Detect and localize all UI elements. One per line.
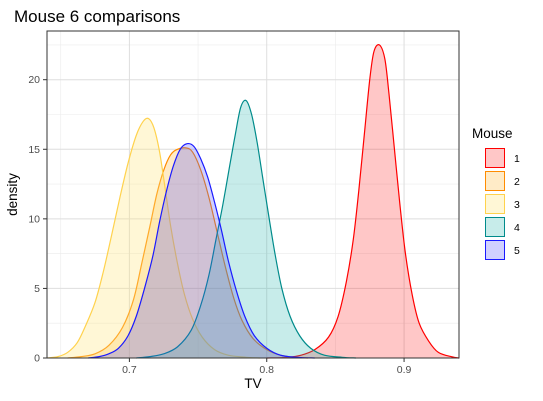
density-line-mouse-5	[88, 142, 315, 359]
legend-item-3: 3	[485, 194, 520, 214]
x-tick-label: 0.7	[122, 364, 137, 376]
density-line-mouse-2	[67, 147, 308, 359]
density-area-mouse-3	[47, 118, 260, 359]
series-layer	[46, 44, 460, 359]
y-tick-label: 5	[34, 283, 40, 295]
legend-key-swatch	[485, 240, 505, 260]
density-line-mouse-1	[266, 44, 460, 359]
series-mouse-3	[46, 117, 260, 359]
legend-key-swatch	[485, 217, 505, 237]
density-area-mouse-2	[67, 147, 308, 358]
x-axis: 0.7 0.8 0.9	[122, 358, 412, 376]
legend-label: 2	[514, 176, 520, 188]
legend-key-background	[485, 217, 505, 237]
legend-key-background	[485, 171, 505, 191]
legend-label: 1	[514, 153, 520, 165]
density-area-mouse-5	[88, 143, 315, 358]
legend-item-1: 1	[485, 148, 520, 168]
y-tick-label: 10	[28, 213, 40, 225]
density-area-mouse-1	[266, 44, 459, 358]
legend-title: Mouse	[472, 126, 513, 141]
y-tick-label: 20	[28, 74, 40, 86]
y-tick-label: 0	[34, 353, 40, 365]
x-axis-title: TV	[244, 376, 261, 391]
legend-label: 5	[514, 245, 520, 257]
legend: Mouse 1 2 3 4 5	[472, 126, 520, 260]
x-tick-label: 0.9	[397, 364, 412, 376]
y-tick-label: 15	[28, 144, 40, 156]
x-tick-label: 0.8	[259, 364, 274, 376]
legend-key-swatch	[485, 171, 505, 191]
grid-minor	[47, 31, 459, 358]
series-mouse-5	[88, 142, 315, 359]
series-mouse-4	[136, 99, 357, 359]
legend-item-4: 4	[485, 217, 520, 237]
legend-item-2: 2	[485, 171, 520, 191]
plot-background	[47, 31, 459, 358]
series-mouse-1	[266, 44, 460, 359]
legend-key-background	[485, 148, 505, 168]
legend-label: 3	[514, 199, 520, 211]
legend-key-background	[485, 194, 505, 214]
legend-item-5: 5	[485, 240, 520, 260]
density-area-mouse-4	[136, 100, 356, 358]
legend-label: 4	[514, 222, 520, 234]
density-line-mouse-3	[46, 117, 260, 359]
y-axis-title: density	[5, 173, 20, 216]
legend-key-swatch	[485, 194, 505, 214]
legend-key-swatch	[485, 148, 505, 168]
series-mouse-2	[67, 147, 308, 359]
panel-border-rect	[46, 30, 460, 359]
chart-title: Mouse 6 comparisons	[14, 7, 180, 26]
y-axis: 0 5 10 15 20	[28, 74, 47, 365]
legend-key-background	[485, 240, 505, 260]
panel-border	[46, 30, 460, 359]
density-line-mouse-4	[136, 99, 357, 359]
plot-panel	[47, 31, 459, 358]
